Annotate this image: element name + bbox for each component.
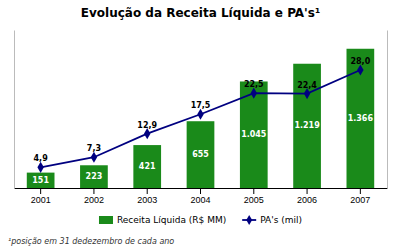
y2-axis bbox=[387, 31, 388, 189]
x-tick: 2001 bbox=[31, 188, 51, 205]
x-tick: 2006 bbox=[297, 188, 317, 205]
y-axis bbox=[14, 31, 15, 189]
marker bbox=[91, 152, 97, 163]
x-tick-label: 2004 bbox=[190, 195, 210, 205]
x-tick-mark bbox=[147, 188, 148, 194]
bar bbox=[347, 49, 375, 188]
x-tick: 2007 bbox=[350, 188, 370, 205]
legend-item: Receita Líquida (R$ MM) bbox=[99, 215, 226, 225]
bar-label: 421 bbox=[139, 162, 156, 171]
legend-marker bbox=[246, 215, 252, 225]
title: Evolução da Receita Líquida e PA's¹ bbox=[81, 6, 320, 20]
x-tick-mark bbox=[307, 188, 308, 194]
chart: 2001 2002 2003 2004 2005 2006 2007 151 223 421 655… bbox=[0, 0, 401, 250]
x-tick: 2002 bbox=[84, 188, 104, 205]
x-tick: 2005 bbox=[244, 188, 264, 205]
y-axis-line bbox=[14, 31, 15, 189]
data-labels: 151 223 421 655 1.045 1.219 1.366 4,9 7,3 12,9 17,… bbox=[32, 57, 373, 185]
bar-label: 151 bbox=[32, 176, 49, 185]
bar bbox=[187, 121, 215, 188]
x-tick-label: 2001 bbox=[31, 195, 51, 205]
bar-label: 1.219 bbox=[294, 121, 320, 130]
line-label: 28,0 bbox=[350, 57, 370, 66]
bar bbox=[27, 173, 55, 188]
legend-item: PA's (mil) bbox=[242, 215, 302, 225]
x-tick-mark bbox=[93, 188, 94, 194]
marker bbox=[144, 128, 150, 139]
x-tick-mark bbox=[360, 188, 361, 194]
bar-label: 655 bbox=[192, 150, 209, 159]
x-tick-label: 2007 bbox=[350, 195, 370, 205]
x-axis: 2001 2002 2003 2004 2005 2006 2007 bbox=[15, 188, 388, 205]
legend-label: PA's (mil) bbox=[260, 215, 302, 225]
bar-label: 1.045 bbox=[241, 130, 267, 139]
line-label: 22,5 bbox=[244, 80, 264, 89]
marks bbox=[27, 49, 374, 188]
bar-label: 223 bbox=[86, 172, 103, 181]
line-label: 22,4 bbox=[297, 81, 317, 90]
x-tick-label: 2003 bbox=[137, 195, 157, 205]
marker bbox=[197, 109, 203, 120]
bar bbox=[293, 64, 321, 188]
x-tick: 2004 bbox=[190, 188, 210, 205]
marker bbox=[37, 162, 43, 173]
marker bbox=[357, 64, 363, 75]
x-tick: 2003 bbox=[137, 188, 157, 205]
x-tick-label: 2002 bbox=[84, 195, 104, 205]
line-label: 17,5 bbox=[191, 101, 211, 110]
x-tick-mark bbox=[40, 188, 41, 194]
line-label: 4,9 bbox=[34, 154, 49, 163]
legend-swatch bbox=[99, 216, 113, 224]
marker bbox=[304, 88, 310, 99]
legend-label: Receita Líquida (R$ MM) bbox=[117, 215, 226, 225]
line-label: 7,3 bbox=[87, 144, 101, 153]
x-tick-label: 2006 bbox=[297, 195, 317, 205]
bar bbox=[133, 145, 161, 188]
y2-axis-line bbox=[387, 31, 388, 189]
line-label: 12,9 bbox=[137, 121, 157, 130]
bar-label: 1.366 bbox=[348, 114, 374, 123]
line bbox=[41, 70, 361, 167]
x-tick-mark bbox=[253, 188, 254, 194]
legend: Receita Líquida (R$ MM) PA's (mil) bbox=[99, 215, 302, 225]
x-tick-label: 2005 bbox=[244, 195, 264, 205]
marker bbox=[251, 88, 257, 99]
x-tick-mark bbox=[200, 188, 201, 194]
footnote: ¹posição em 31 dedezembro de cada ano bbox=[8, 237, 174, 246]
bar bbox=[80, 165, 108, 188]
